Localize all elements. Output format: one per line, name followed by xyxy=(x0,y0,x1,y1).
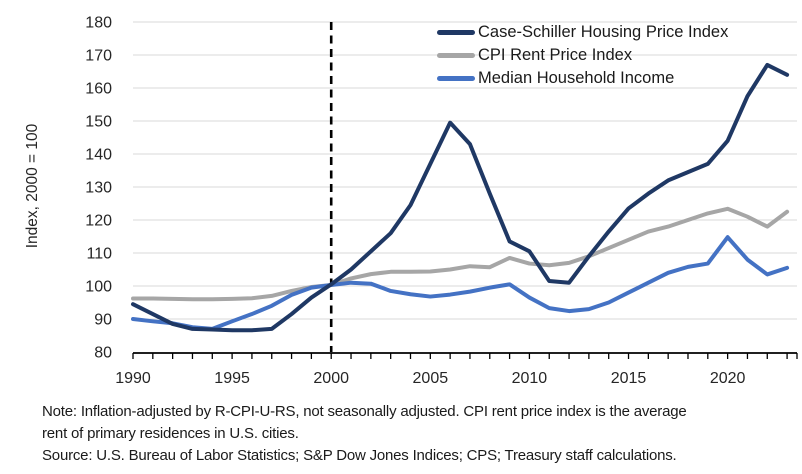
x-tick-label: 2005 xyxy=(413,370,449,387)
x-tick-label: 1990 xyxy=(115,370,151,387)
source-line: Source: U.S. Bureau of Labor Statistics;… xyxy=(42,447,677,464)
footnote: Note: Inflation-adjusted by R-CPI-U-RS, … xyxy=(42,401,792,467)
y-tick-label: 120 xyxy=(85,213,112,230)
legend-swatch-cpi-rent xyxy=(437,53,475,58)
legend-item-median-income: Median Household Income xyxy=(437,67,728,90)
x-tick-label: 2020 xyxy=(710,370,746,387)
legend-label-cpi-rent: CPI Rent Price Index xyxy=(478,46,633,64)
y-tick-label: 100 xyxy=(85,279,112,296)
x-tick-label: 2000 xyxy=(313,370,349,387)
y-tick-label: 90 xyxy=(94,312,112,329)
legend-label-case-schiller: Case-Schiller Housing Price Index xyxy=(478,23,729,41)
y-tick-label: 150 xyxy=(85,114,112,131)
x-tick-label: 2010 xyxy=(512,370,548,387)
legend-item-cpi-rent: CPI Rent Price Index xyxy=(437,44,728,67)
y-tick-label: 160 xyxy=(85,81,112,98)
note-line-2: rent of primary residences in U.S. citie… xyxy=(42,425,299,442)
y-axis-title: Index, 2000 = 100 xyxy=(24,123,41,249)
x-tick-label: 1995 xyxy=(214,370,250,387)
y-tick-label: 130 xyxy=(85,180,112,197)
y-tick-label: 180 xyxy=(85,15,112,32)
legend-swatch-median-income xyxy=(437,76,475,81)
series-line-median-household-income xyxy=(131,235,790,331)
y-tick-label: 170 xyxy=(85,48,112,65)
x-tick-label: 2015 xyxy=(611,370,647,387)
chart-canvas: 80 90 100 110 120 130 140 150 160 170 180 1990 1995 2… xyxy=(85,15,798,387)
series-line-case-schiller-housing-price-index xyxy=(131,62,790,333)
y-tick-label: 110 xyxy=(86,246,112,263)
series-line-cpi-rent-price-index xyxy=(131,206,790,302)
y-tick-label: 140 xyxy=(85,147,112,164)
note-line-1: Note: Inflation-adjusted by R-CPI-U-RS, … xyxy=(42,403,687,420)
y-tick-label: 80 xyxy=(94,345,112,362)
legend-swatch-case-schiller xyxy=(437,30,475,35)
legend-label-median-income: Median Household Income xyxy=(478,69,675,87)
legend-item-case-schiller: Case-Schiller Housing Price Index xyxy=(437,21,728,44)
legend: Case-Schiller Housing Price Index CPI Re… xyxy=(437,21,728,90)
